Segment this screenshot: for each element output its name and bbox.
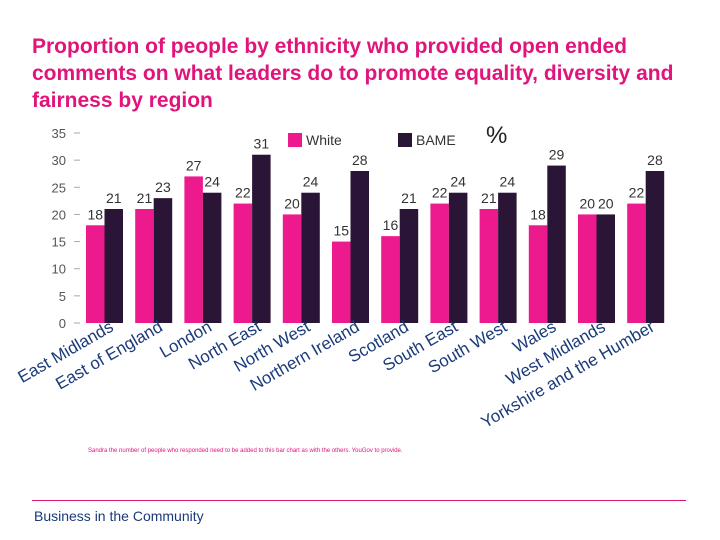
chart-title: Proportion of people by ethnicity who pr… [32, 35, 674, 112]
data-label: 20 [598, 195, 614, 211]
data-label: 21 [481, 190, 497, 206]
footer-divider [32, 500, 686, 501]
editor-note: Sandra the number of people who responde… [88, 448, 403, 454]
bar-white [86, 225, 105, 323]
bar-bame [104, 209, 123, 323]
bar-white [332, 241, 351, 323]
data-label: 20 [284, 195, 300, 211]
data-label: 16 [383, 217, 399, 233]
bar-white [184, 176, 203, 323]
y-tick-label: 0 [59, 316, 66, 331]
bar-white [528, 225, 548, 323]
bar-bame [301, 192, 320, 323]
bar-white [479, 209, 499, 323]
bar-white [627, 203, 646, 323]
legend-bame-swatch [398, 133, 412, 147]
y-axis: 0 5 10 15 20 25 30 35 [52, 126, 80, 331]
data-label: 24 [204, 174, 220, 190]
bar-white [233, 203, 253, 323]
y-tick-label: 15 [52, 235, 66, 250]
data-label: 27 [186, 157, 202, 173]
data-label: 28 [647, 152, 663, 168]
data-label: 31 [254, 136, 270, 152]
data-label: 18 [87, 206, 103, 222]
bar-bame [547, 165, 566, 323]
legend-white-swatch [288, 133, 302, 147]
bar-white [282, 214, 302, 323]
data-label: 22 [235, 185, 251, 201]
y-tick-label: 25 [52, 180, 66, 195]
data-label: 18 [530, 206, 546, 222]
y-tick-label: 10 [52, 262, 66, 277]
legend-white-label: White [306, 132, 342, 148]
bar-white [430, 203, 449, 323]
legend-white: White [288, 132, 342, 148]
bar-white [135, 209, 154, 323]
y-tick-label: 5 [59, 289, 66, 304]
bar-bame [596, 214, 615, 323]
bar-bame [498, 192, 517, 323]
bar-white [578, 214, 597, 323]
bar-bame [153, 198, 173, 323]
bar-bame [399, 209, 419, 323]
bar-bame [202, 192, 222, 323]
data-label: 29 [549, 147, 565, 163]
data-label: 22 [629, 185, 645, 201]
data-label: 24 [450, 174, 466, 190]
y-tick-label: 30 [52, 153, 66, 168]
data-label: 21 [401, 190, 417, 206]
data-label: 23 [155, 179, 171, 195]
data-label: 24 [500, 174, 516, 190]
data-label: 21 [137, 190, 153, 206]
data-label: 20 [579, 195, 595, 211]
bar-bame [448, 192, 468, 323]
data-label: 21 [106, 190, 122, 206]
bars [86, 154, 665, 323]
bar-bame [350, 171, 369, 323]
units-label: % [486, 122, 508, 149]
footer-text: Business in the Community [34, 508, 204, 524]
data-label: 28 [352, 152, 368, 168]
data-label: 22 [432, 185, 448, 201]
bar-bame [252, 154, 271, 323]
legend-bame-label: BAME [416, 132, 456, 148]
bar-white [381, 236, 400, 323]
y-tick-label: 20 [52, 207, 66, 222]
y-tick-label: 35 [52, 126, 66, 141]
data-label: 24 [303, 174, 319, 190]
data-label: 15 [333, 223, 349, 239]
legend-bame: BAME [398, 132, 456, 148]
bar-bame [645, 171, 665, 323]
